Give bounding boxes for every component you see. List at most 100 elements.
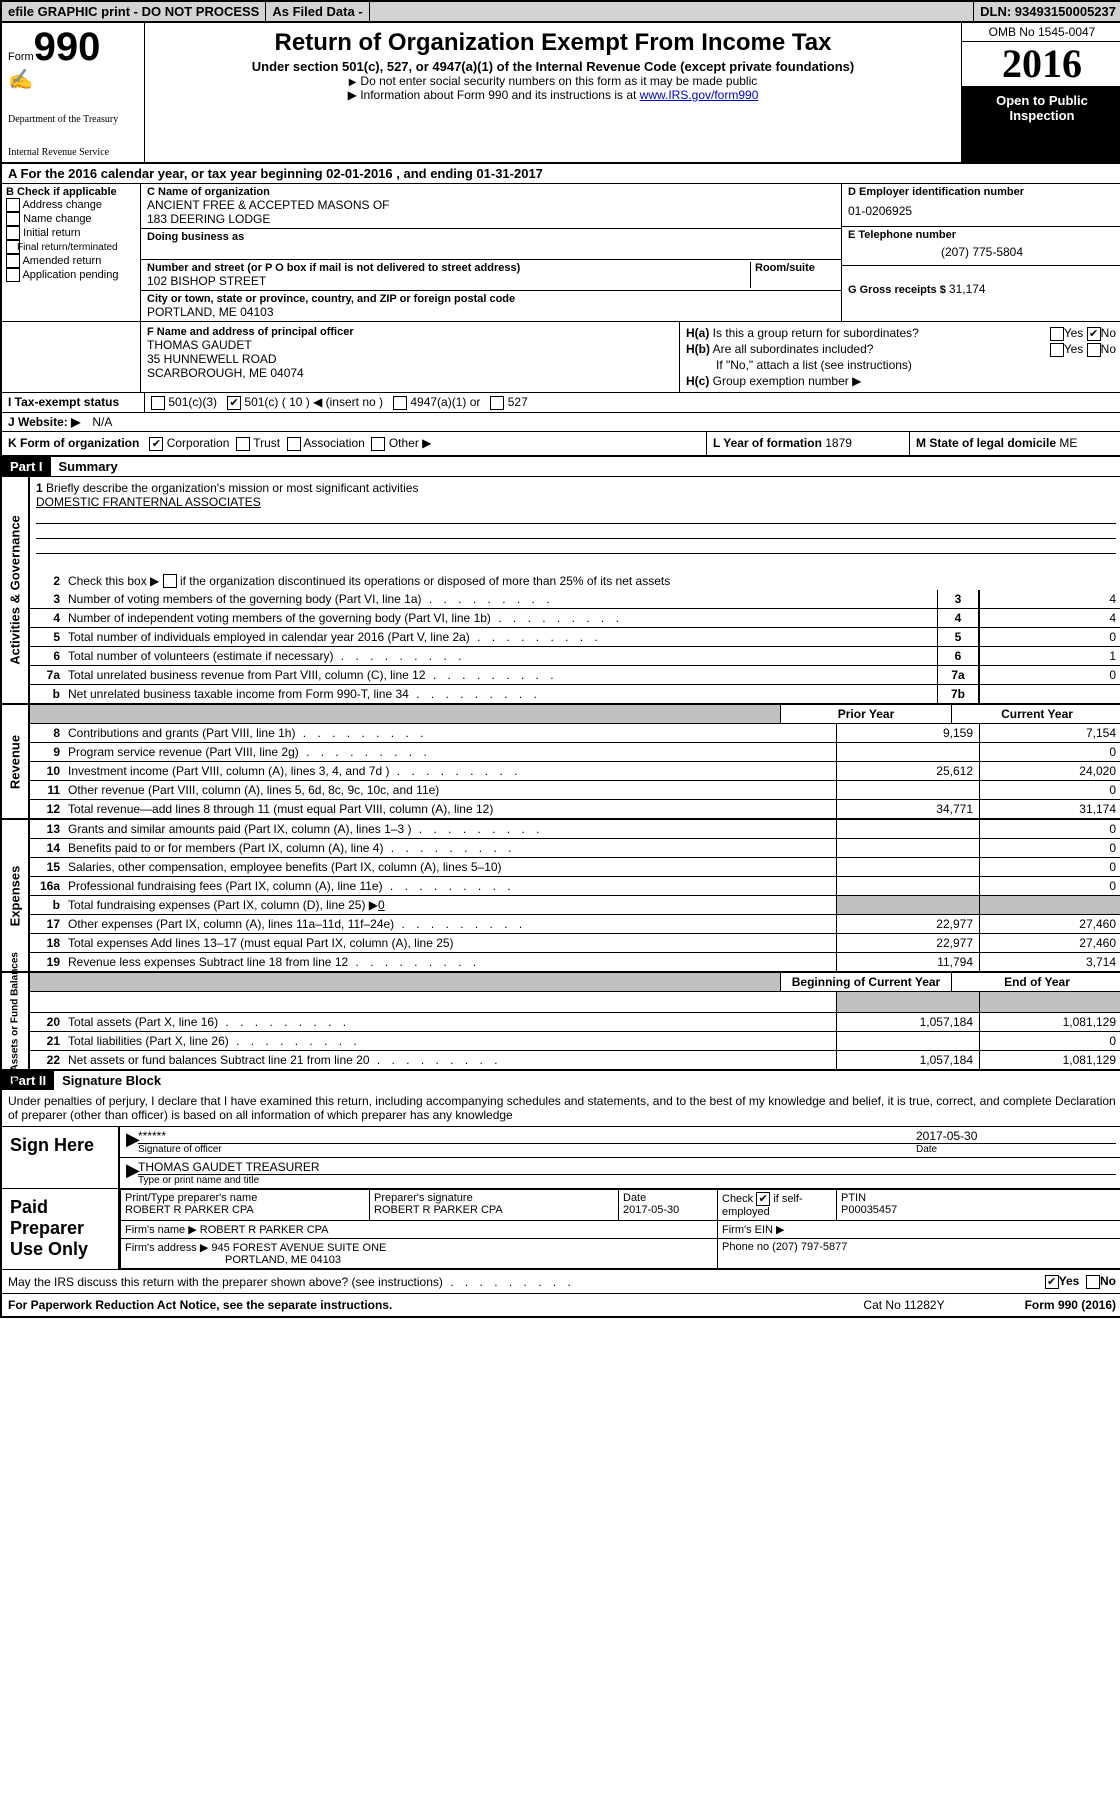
cb-initial[interactable]: Initial return <box>6 226 136 240</box>
sign-here-label: Sign Here <box>2 1127 120 1188</box>
cb-501c3[interactable] <box>151 396 165 410</box>
ha-yes[interactable] <box>1050 327 1064 341</box>
prep-body: Print/Type preparer's nameROBERT R PARKE… <box>120 1189 1120 1269</box>
activities-body: 1 Briefly describe the organization's mi… <box>30 477 1120 704</box>
line-3: 3Number of voting members of the governi… <box>30 590 1120 609</box>
line-14: 14Benefits paid to or for members (Part … <box>30 839 1120 858</box>
hc-row: H(c) Group exemption number ▶ <box>686 374 1116 388</box>
row-klm: K Form of organization ✔ Corporation Tru… <box>2 432 1120 457</box>
script-icon: ✍ <box>8 67 138 92</box>
cb-501c[interactable]: ✔ <box>227 396 241 410</box>
preparer-table: Print/Type preparer's nameROBERT R PARKE… <box>120 1189 1120 1269</box>
cb-pending[interactable]: Application pending <box>6 268 136 282</box>
m-cell: M State of legal domicile ME <box>910 432 1120 455</box>
officer-name-line: ▶ THOMAS GAUDET TREASURER Type or print … <box>120 1158 1120 1188</box>
begin-end-hdr: Beginning of Current YearEnd of Year <box>30 973 1120 992</box>
city-row: City or town, state or province, country… <box>141 291 841 321</box>
phone: (207) 775-5804 <box>848 241 1116 263</box>
cb-4947[interactable] <box>393 396 407 410</box>
ha-no[interactable]: ✔ <box>1087 327 1101 341</box>
instruction-2: ▶ Information about Form 990 and its ins… <box>155 88 951 102</box>
dln-label: DLN: 93493150005237 <box>973 2 1120 21</box>
officer-name: THOMAS GAUDET <box>147 338 673 352</box>
cb-amended[interactable]: Amended return <box>6 254 136 268</box>
form-number: 990 <box>34 27 101 67</box>
cb-address[interactable]: Address change <box>6 198 136 212</box>
line-7b: bNet unrelated business taxable income f… <box>30 685 1120 703</box>
cat-no: Cat No 11282Y <box>863 1298 944 1312</box>
tax-year: 2016 <box>962 42 1120 87</box>
header: Form990 ✍ Department of the Treasury Int… <box>2 23 1120 164</box>
hb-yes[interactable] <box>1050 343 1064 357</box>
sign-body: ▶ ****** Signature of officer 2017-05-30… <box>120 1127 1120 1188</box>
row-i: I Tax-exempt status 501(c)(3) ✔ 501(c) (… <box>2 393 1120 413</box>
line-20: 20Total assets (Part X, line 16)1,057,18… <box>30 1013 1120 1032</box>
vert-revenue: Revenue <box>2 705 30 818</box>
cb-discontinued[interactable] <box>163 574 177 588</box>
part-i-badge: Part I <box>2 457 51 476</box>
cb-name[interactable]: Name change <box>6 212 136 226</box>
line-11: 11Other revenue (Part VIII, column (A), … <box>30 781 1120 800</box>
line-4: 4Number of independent voting members of… <box>30 609 1120 628</box>
org-name-row: C Name of organization ANCIENT FREE & AC… <box>141 184 841 229</box>
vert-netassets: Net Assets or Fund Balances <box>2 973 30 1069</box>
revenue-body: Prior YearCurrent Year 8Contributions an… <box>30 705 1120 818</box>
h-cell: H(a) Is this a group return for subordin… <box>680 322 1120 392</box>
cb-discuss-yes[interactable]: ✔ <box>1045 1275 1059 1289</box>
line-9: 9Program service revenue (Part VIII, lin… <box>30 743 1120 762</box>
cb-other[interactable] <box>371 437 385 451</box>
form-word: Form <box>8 51 34 63</box>
line-a: A For the 2016 calendar year, or tax yea… <box>2 164 1120 184</box>
line-18: 18Total expenses Add lines 13–17 (must e… <box>30 934 1120 953</box>
gross-receipts: 31,174 <box>949 282 986 296</box>
paid-preparer-row: Paid Preparer Use Only Print/Type prepar… <box>2 1189 1120 1270</box>
hb-no[interactable] <box>1087 343 1101 357</box>
addr-row: Number and street (or P O box if mail is… <box>141 260 841 291</box>
line-10: 10Investment income (Part VIII, column (… <box>30 762 1120 781</box>
netassets-section: Net Assets or Fund Balances Beginning of… <box>2 973 1120 1071</box>
part-i-header: Part I Summary <box>2 457 1120 477</box>
cb-discuss-no[interactable] <box>1086 1275 1100 1289</box>
section-fh: F Name and address of principal officer … <box>2 322 1120 393</box>
irs-link[interactable]: www.IRS.gov/form990 <box>640 88 759 102</box>
hb-row: H(b) Are all subordinates included? Yes … <box>686 342 1116 356</box>
line-6: 6Total number of volunteers (estimate if… <box>30 647 1120 666</box>
cb-trust[interactable] <box>236 437 250 451</box>
phone-cell: E Telephone number (207) 775-5804 <box>842 227 1120 266</box>
line-19: 19Revenue less expenses Subtract line 18… <box>30 953 1120 971</box>
cb-final[interactable]: Final return/terminated <box>6 240 136 254</box>
cb-assoc[interactable] <box>287 437 301 451</box>
i-label: I Tax-exempt status <box>2 393 145 412</box>
org-name-2: 183 DEERING LODGE <box>147 212 835 226</box>
efile-label: efile GRAPHIC print - DO NOT PROCESS <box>2 2 266 21</box>
gross-cell: G Gross receipts $ 31,174 <box>842 266 1120 321</box>
top-bar: efile GRAPHIC print - DO NOT PROCESS As … <box>2 2 1120 23</box>
cb-corp[interactable]: ✔ <box>149 437 163 451</box>
signature-section: Under penalties of perjury, I declare th… <box>2 1090 1120 1316</box>
street: 102 BISHOP STREET <box>147 274 750 288</box>
j-label: J Website: ▶ <box>2 413 86 431</box>
vert-expenses: Expenses <box>2 820 30 971</box>
line-1: 1 Briefly describe the organization's mi… <box>30 477 1120 572</box>
cb-self-emp[interactable]: ✔ <box>756 1192 770 1206</box>
netassets-body: Beginning of Current YearEnd of Year 20T… <box>30 973 1120 1069</box>
line-17: 17Other expenses (Part IX, column (A), l… <box>30 915 1120 934</box>
city: PORTLAND, ME 04103 <box>147 305 835 319</box>
paid-prep-label: Paid Preparer Use Only <box>2 1189 120 1269</box>
vert-activities: Activities & Governance <box>2 477 30 704</box>
perjury-declaration: Under penalties of perjury, I declare th… <box>2 1090 1120 1127</box>
line-5: 5Total number of individuals employed in… <box>30 628 1120 647</box>
cb-527[interactable] <box>490 396 504 410</box>
asfiled-label: As Filed Data - <box>266 2 369 21</box>
form-footer: Form 990 (2016) <box>1025 1298 1116 1312</box>
line-16a: 16aProfessional fundraising fees (Part I… <box>30 877 1120 896</box>
expenses-body: 13Grants and similar amounts paid (Part … <box>30 820 1120 971</box>
line-16b: bTotal fundraising expenses (Part IX, co… <box>30 896 1120 915</box>
header-left: Form990 ✍ Department of the Treasury Int… <box>2 23 145 162</box>
header-mid: Return of Organization Exempt From Incom… <box>145 23 961 162</box>
prior-current-hdr: Prior YearCurrent Year <box>30 705 1120 724</box>
irs-label: Internal Revenue Service <box>8 147 138 158</box>
ein-cell: D Employer identification number 01-0206… <box>842 184 1120 227</box>
i-options: 501(c)(3) ✔ 501(c) ( 10 ) ◀ (insert no )… <box>145 393 1120 412</box>
b-title: B Check if applicable <box>6 186 136 198</box>
